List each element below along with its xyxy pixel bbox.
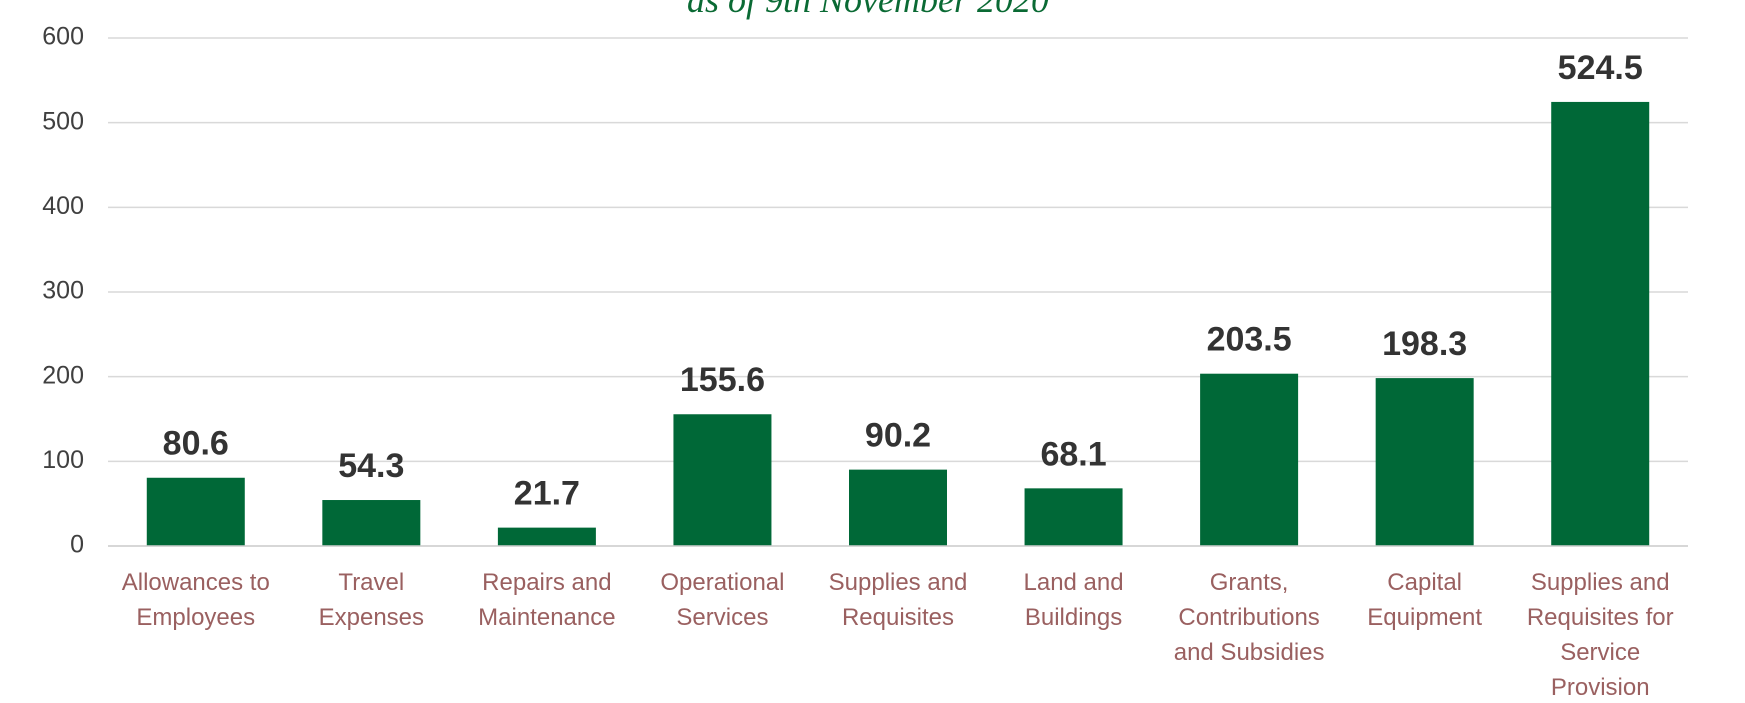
y-tick-label: 300 xyxy=(42,277,84,305)
data-label: 90.2 xyxy=(865,417,931,455)
data-label: 21.7 xyxy=(514,475,580,513)
x-tick-label: Repairs and Maintenance xyxy=(478,569,615,631)
bar xyxy=(497,527,596,546)
data-label: 524.5 xyxy=(1558,49,1643,87)
y-tick-label: 400 xyxy=(42,192,84,220)
bar xyxy=(673,414,772,546)
bar xyxy=(1551,101,1650,546)
y-tick-label: 200 xyxy=(42,361,84,389)
x-tick-label: Operational Services xyxy=(660,569,784,631)
data-label: 155.6 xyxy=(680,361,765,399)
bar xyxy=(322,500,421,546)
bar xyxy=(1024,488,1123,546)
x-tick-label: Supplies and Requisites for Service Provisi… xyxy=(1527,569,1674,701)
y-tick-label: 100 xyxy=(42,446,84,474)
y-tick-label: 0 xyxy=(70,531,84,559)
bar xyxy=(849,469,947,546)
x-tick-label: Allowances to Employees xyxy=(122,569,270,631)
data-label: 54.3 xyxy=(338,447,404,485)
data-label: 198.3 xyxy=(1382,325,1467,363)
x-tick-label: Grants, Contributions and Subsidies xyxy=(1174,569,1325,666)
y-tick-label: 500 xyxy=(42,107,84,135)
y-tick-label: 600 xyxy=(42,23,84,51)
chart-subtitle: as of 9th November 2020 xyxy=(687,0,1049,20)
x-tick-label: Land and Buildings xyxy=(1024,569,1124,631)
data-label: 203.5 xyxy=(1207,321,1292,359)
x-tick-label: Capital Equipment xyxy=(1367,569,1482,631)
bar xyxy=(146,477,245,546)
data-label: 80.6 xyxy=(163,425,229,463)
x-tick-label: Supplies and Requisites xyxy=(829,569,968,631)
data-label: 68.1 xyxy=(1040,435,1106,473)
bar xyxy=(1200,373,1299,546)
x-tick-label: Travel Expenses xyxy=(319,569,424,631)
bar xyxy=(1375,378,1474,546)
